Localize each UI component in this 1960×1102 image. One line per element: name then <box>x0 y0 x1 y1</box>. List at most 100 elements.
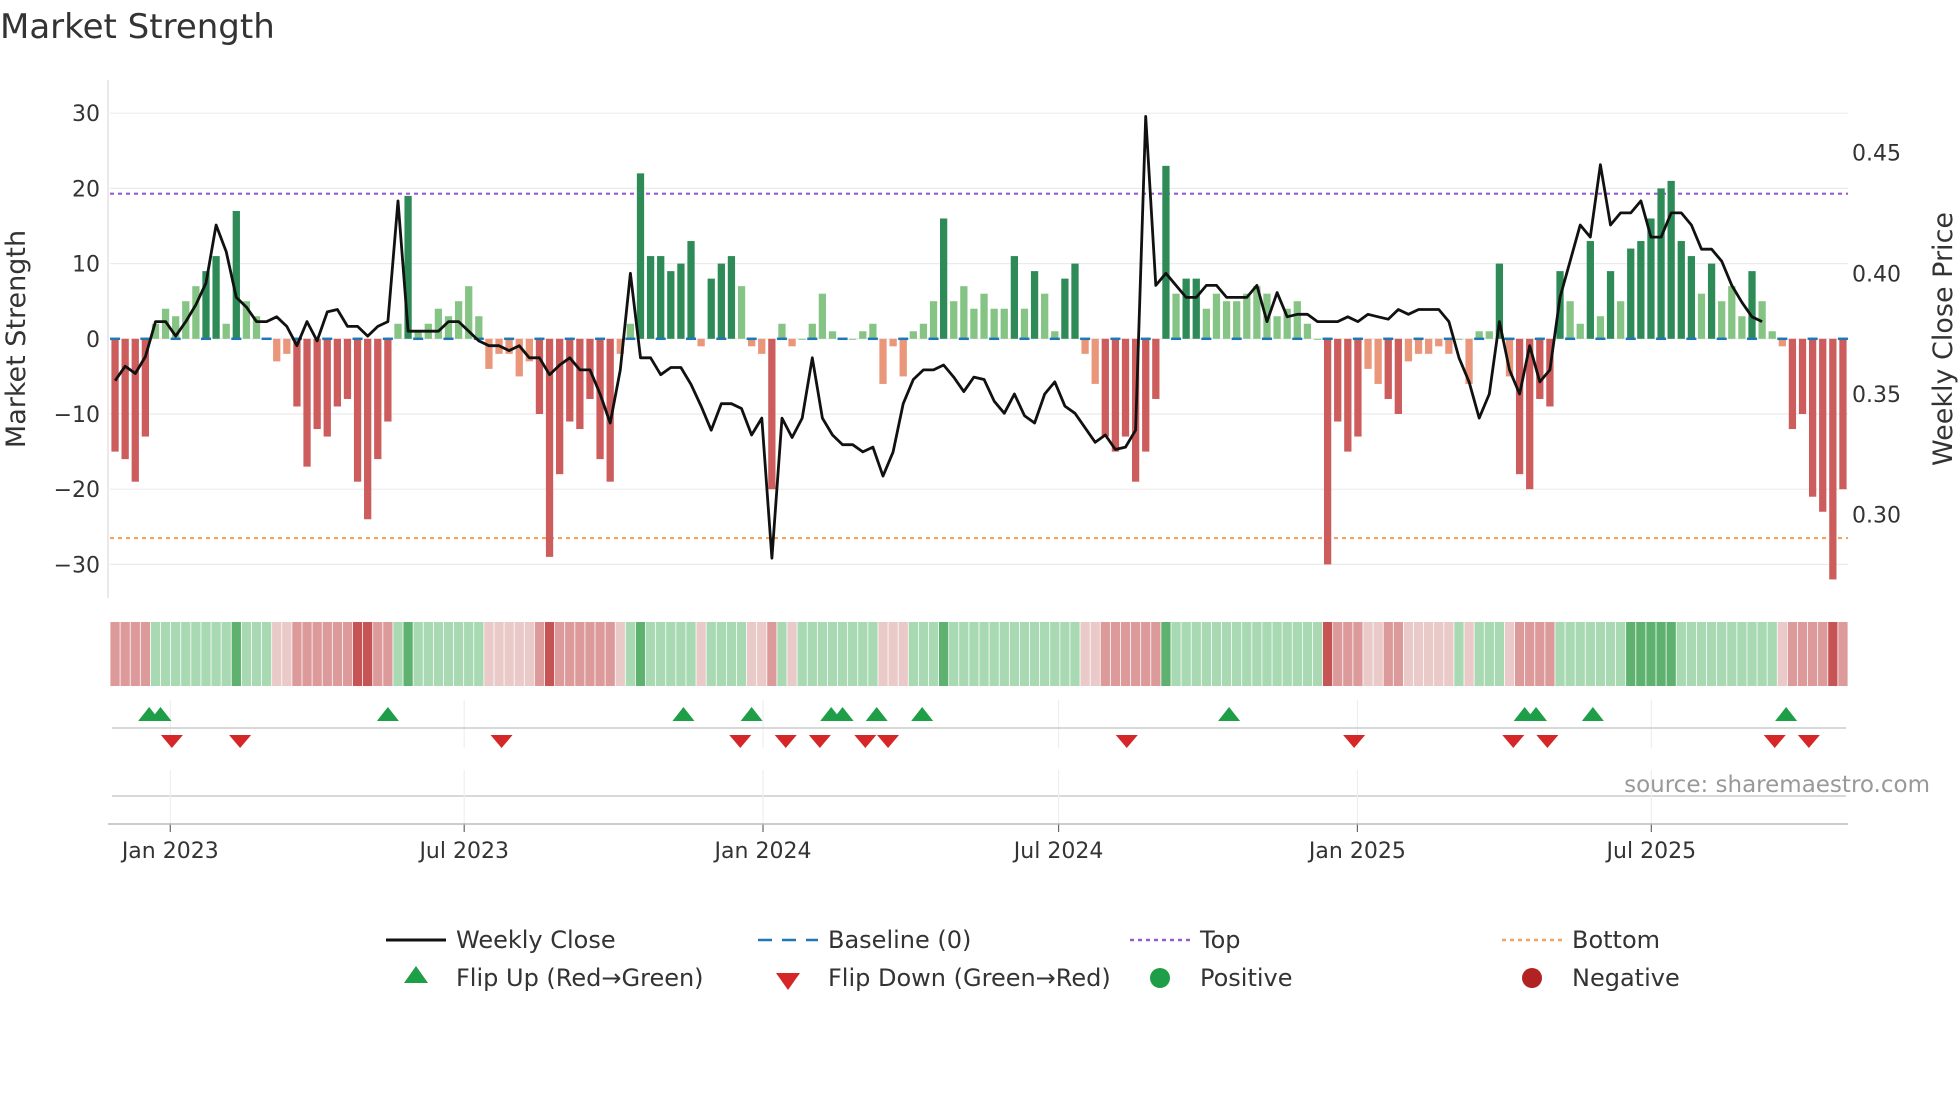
regime-cell <box>676 622 686 686</box>
regime-cell <box>1474 622 1484 686</box>
strength-bar <box>283 338 291 354</box>
regime-cell <box>342 622 353 686</box>
strength-bar <box>121 338 129 460</box>
regime-cell <box>302 622 312 686</box>
regime-cell <box>1221 622 1232 686</box>
y-tick-label: 20 <box>72 177 100 202</box>
regime-cell <box>1312 622 1323 686</box>
regime-cell <box>908 622 918 686</box>
strength-bar <box>1435 338 1443 347</box>
strength-bar <box>1283 308 1291 339</box>
regime-cell <box>332 622 343 686</box>
flip-up-marker <box>376 707 399 721</box>
regime-cell <box>110 622 120 686</box>
regime-cell <box>898 622 908 686</box>
regime-cell <box>635 622 646 686</box>
regime-cell <box>595 622 605 686</box>
regime-cell <box>1373 622 1383 686</box>
y2-tick-label: 0.45 <box>1852 142 1901 167</box>
chart-title: Market Strength <box>0 7 275 47</box>
regime-cell <box>322 622 332 686</box>
strength-bar <box>879 338 887 384</box>
strength-bar <box>889 338 897 347</box>
strength-bar <box>1808 338 1817 497</box>
strength-bar <box>768 338 776 490</box>
strength-bar <box>1091 338 1099 384</box>
regime-cell <box>1393 622 1403 686</box>
regime-cell <box>1302 622 1313 686</box>
strength-bar <box>1192 278 1200 339</box>
legend-swatch-flip-down <box>776 973 800 990</box>
regime-cell <box>716 622 726 686</box>
regime-cell <box>1636 622 1646 686</box>
regime-cell <box>615 622 625 686</box>
regime-cell <box>1838 622 1848 686</box>
regime-cell <box>1353 622 1363 686</box>
strength-bar <box>1707 263 1716 339</box>
strength-bar <box>1495 263 1504 339</box>
strength-bar <box>970 308 978 339</box>
y2-axis-label: Weekly Close Price <box>1928 212 1959 466</box>
regime-cell <box>1706 622 1717 686</box>
strength-bar <box>808 323 816 339</box>
strength-bar <box>404 195 412 339</box>
regime-cell <box>1343 622 1353 686</box>
strength-bar <box>343 338 352 399</box>
regime-cell <box>1717 622 1727 686</box>
regime-cell <box>1424 622 1434 686</box>
strength-bar <box>1243 293 1251 339</box>
legend-label: Top <box>1199 926 1241 954</box>
strength-bar <box>939 218 948 339</box>
strength-bar <box>131 338 139 482</box>
regime-cell <box>221 622 231 686</box>
flip-down-marker <box>808 735 831 748</box>
regime-cell <box>282 622 292 686</box>
regime-cell <box>1434 622 1444 686</box>
strength-bar <box>1526 338 1534 490</box>
regime-cell <box>1080 622 1090 686</box>
strength-bar <box>1334 338 1342 422</box>
flip-down-marker <box>729 735 752 748</box>
strength-bar <box>364 338 372 520</box>
regime-cell <box>1201 622 1212 686</box>
flip-down-marker <box>490 735 513 748</box>
flip-up-marker <box>1218 707 1241 721</box>
strength-bar <box>1162 165 1170 339</box>
strength-bar <box>444 316 453 339</box>
regime-cell <box>585 622 595 686</box>
legend-item: Top <box>1130 926 1241 954</box>
regime-cell <box>807 622 817 686</box>
regime-cell <box>757 622 767 686</box>
strength-bar <box>1000 308 1008 339</box>
regime-cell <box>423 622 433 686</box>
regime-cell <box>1232 622 1242 686</box>
regime-cell <box>959 622 969 686</box>
regime-cell <box>251 622 262 686</box>
regime-cell <box>797 622 807 686</box>
regime-cell <box>1464 622 1474 686</box>
strength-bar <box>788 338 796 347</box>
regime-cell <box>686 622 696 686</box>
strength-bar <box>1344 338 1352 452</box>
regime-cell <box>605 622 615 686</box>
regime-cell <box>1444 622 1454 686</box>
regime-cell <box>413 622 423 686</box>
strength-bar <box>172 316 180 339</box>
strength-bar <box>465 286 473 339</box>
strength-bar <box>192 286 200 339</box>
regime-cell <box>312 622 322 686</box>
x-tick-label: Jul 2024 <box>1012 839 1104 864</box>
regime-cell <box>736 622 747 686</box>
regime-cell <box>989 622 999 686</box>
legend-item: Flip Down (Green→Red) <box>776 964 1111 992</box>
strength-bar <box>798 338 806 340</box>
regime-cell <box>1828 622 1838 686</box>
regime-cell <box>1191 622 1201 686</box>
strength-bar <box>1829 338 1837 580</box>
strength-bar <box>1576 323 1584 339</box>
strength-bar <box>646 256 655 339</box>
strength-bar <box>111 338 119 452</box>
strength-bar <box>515 338 523 377</box>
regime-cell <box>403 622 413 686</box>
strength-bar <box>1647 218 1655 339</box>
